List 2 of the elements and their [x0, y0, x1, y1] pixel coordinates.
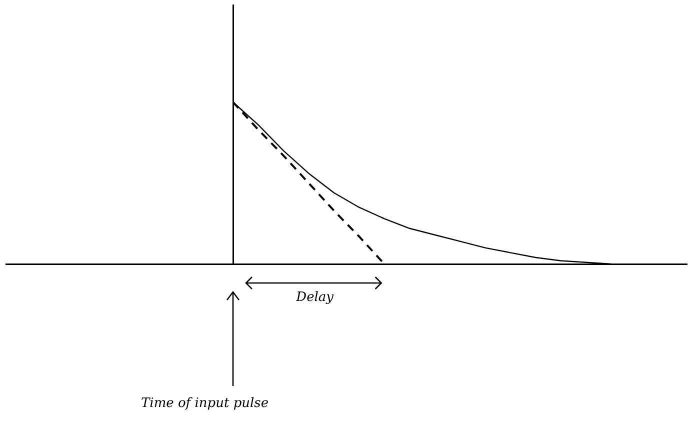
text: Time of input pulse [141, 396, 269, 411]
text: Delay [296, 290, 334, 305]
